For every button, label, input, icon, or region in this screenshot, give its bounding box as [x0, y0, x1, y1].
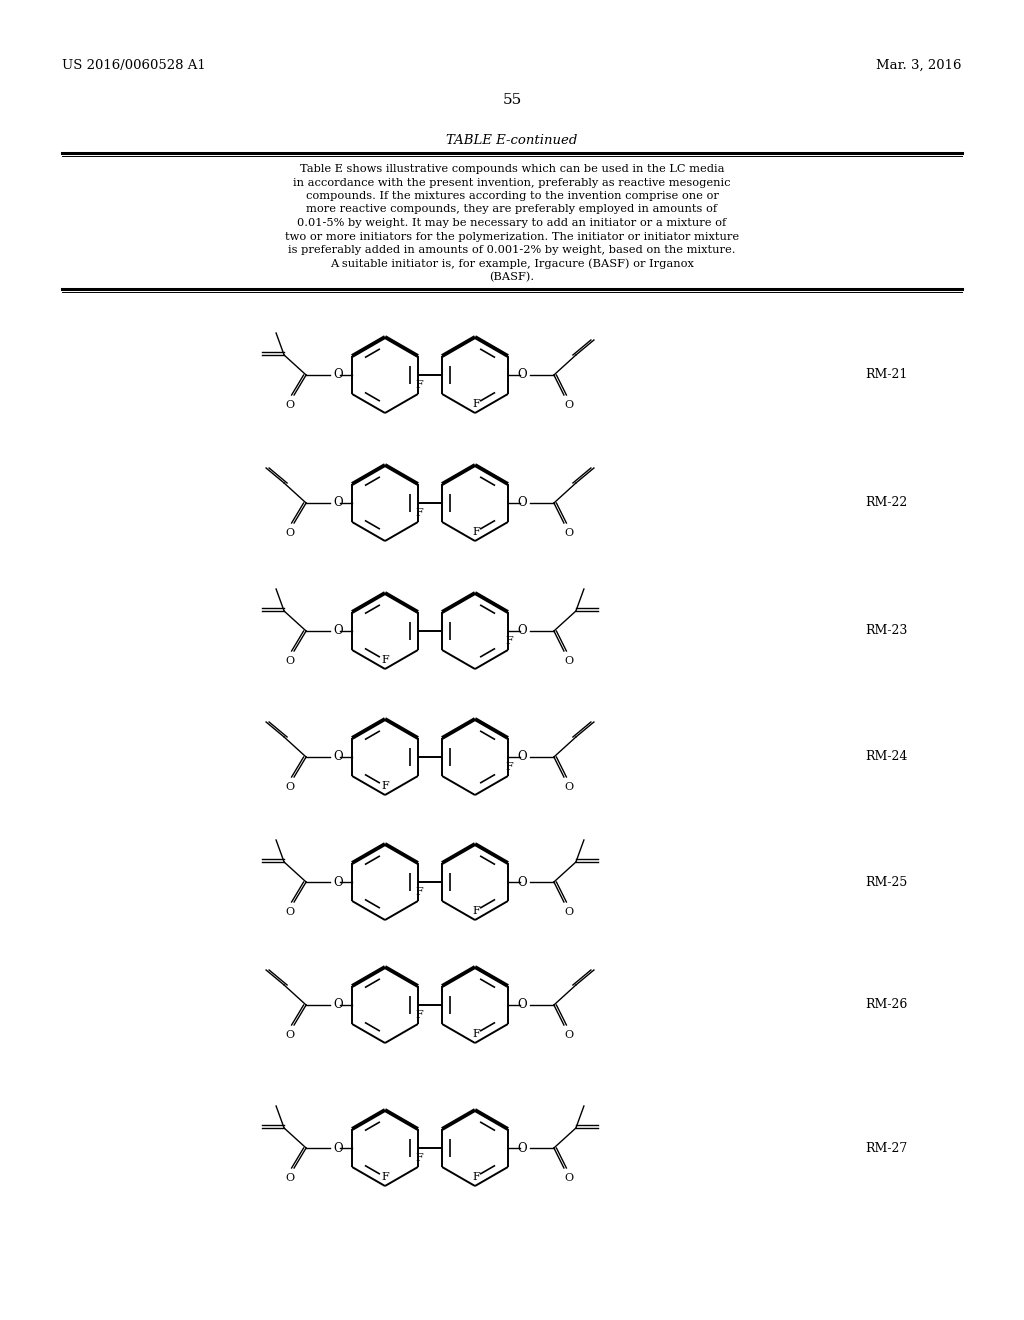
Text: O: O — [286, 528, 295, 539]
Text: O: O — [517, 1142, 526, 1155]
Text: compounds. If the mixtures according to the invention comprise one or: compounds. If the mixtures according to … — [305, 191, 719, 201]
Text: Table E shows illustrative compounds which can be used in the LC media: Table E shows illustrative compounds whi… — [300, 164, 724, 174]
Text: in accordance with the present invention, preferably as reactive mesogenic: in accordance with the present invention… — [293, 177, 731, 187]
Text: TABLE E-continued: TABLE E-continued — [446, 133, 578, 147]
Text: F: F — [381, 655, 389, 665]
Text: (BASF).: (BASF). — [489, 272, 535, 282]
Text: O: O — [333, 1142, 343, 1155]
Text: O: O — [564, 1173, 573, 1183]
Text: O: O — [564, 656, 573, 667]
Text: O: O — [333, 875, 343, 888]
Text: O: O — [517, 875, 526, 888]
Text: Mar. 3, 2016: Mar. 3, 2016 — [877, 58, 962, 71]
Text: 0.01-5% by weight. It may be necessary to add an initiator or a mixture of: 0.01-5% by weight. It may be necessary t… — [297, 218, 727, 228]
Text: O: O — [564, 1030, 573, 1040]
Text: O: O — [333, 998, 343, 1011]
Text: A suitable initiator is, for example, Irgacure (BASF) or Irganox: A suitable initiator is, for example, Ir… — [330, 259, 694, 269]
Text: F: F — [472, 1172, 480, 1181]
Text: F: F — [472, 399, 480, 409]
Text: F: F — [415, 1010, 423, 1020]
Text: O: O — [517, 496, 526, 510]
Text: F: F — [505, 762, 513, 772]
Text: more reactive compounds, they are preferably employed in amounts of: more reactive compounds, they are prefer… — [306, 205, 718, 214]
Text: RM-27: RM-27 — [865, 1142, 907, 1155]
Text: RM-22: RM-22 — [865, 496, 907, 510]
Text: US 2016/0060528 A1: US 2016/0060528 A1 — [62, 58, 206, 71]
Text: RM-21: RM-21 — [865, 368, 907, 381]
Text: O: O — [564, 907, 573, 917]
Text: is preferably added in amounts of 0.001-2% by weight, based on the mixture.: is preferably added in amounts of 0.001-… — [288, 246, 736, 255]
Text: O: O — [517, 751, 526, 763]
Text: O: O — [333, 368, 343, 381]
Text: O: O — [333, 624, 343, 638]
Text: RM-26: RM-26 — [865, 998, 907, 1011]
Text: 55: 55 — [503, 92, 521, 107]
Text: F: F — [472, 1030, 480, 1039]
Text: O: O — [333, 496, 343, 510]
Text: O: O — [564, 781, 573, 792]
Text: O: O — [333, 751, 343, 763]
Text: two or more initiators for the polymerization. The initiator or initiator mixtur: two or more initiators for the polymeriz… — [285, 231, 739, 242]
Text: F: F — [472, 906, 480, 916]
Text: F: F — [415, 1152, 423, 1163]
Text: O: O — [286, 781, 295, 792]
Text: O: O — [564, 400, 573, 411]
Text: F: F — [415, 887, 423, 898]
Text: RM-24: RM-24 — [865, 751, 907, 763]
Text: O: O — [517, 368, 526, 381]
Text: F: F — [381, 781, 389, 791]
Text: O: O — [286, 1173, 295, 1183]
Text: O: O — [286, 656, 295, 667]
Text: O: O — [517, 998, 526, 1011]
Text: F: F — [505, 636, 513, 645]
Text: RM-25: RM-25 — [865, 875, 907, 888]
Text: O: O — [286, 907, 295, 917]
Text: F: F — [472, 527, 480, 537]
Text: F: F — [415, 380, 423, 389]
Text: RM-23: RM-23 — [865, 624, 907, 638]
Text: F: F — [381, 1172, 389, 1181]
Text: O: O — [286, 1030, 295, 1040]
Text: O: O — [286, 400, 295, 411]
Text: O: O — [564, 528, 573, 539]
Text: O: O — [517, 624, 526, 638]
Text: F: F — [415, 508, 423, 517]
